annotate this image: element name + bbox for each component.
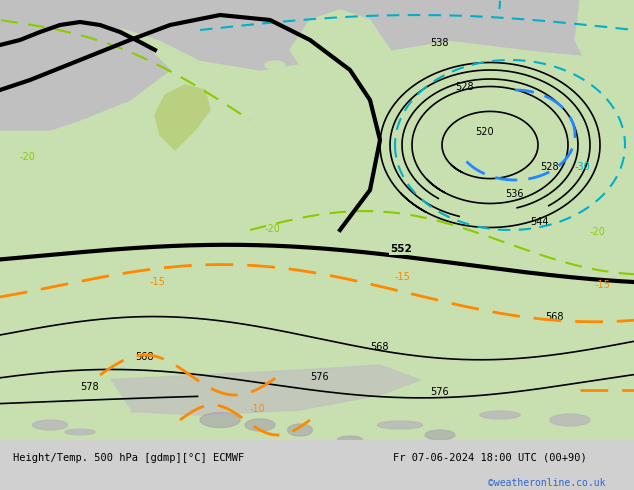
Ellipse shape bbox=[32, 420, 67, 430]
Text: 576: 576 bbox=[430, 387, 449, 397]
Text: -30: -30 bbox=[575, 162, 591, 172]
Ellipse shape bbox=[287, 424, 313, 436]
Ellipse shape bbox=[337, 436, 363, 444]
Text: Fr 07-06-2024 18:00 UTC (00+90): Fr 07-06-2024 18:00 UTC (00+90) bbox=[393, 452, 587, 463]
Ellipse shape bbox=[200, 413, 240, 427]
Text: 568: 568 bbox=[135, 352, 153, 362]
Text: 568: 568 bbox=[370, 342, 389, 352]
Ellipse shape bbox=[332, 26, 347, 33]
Ellipse shape bbox=[550, 414, 590, 426]
Text: 576: 576 bbox=[310, 372, 328, 382]
Ellipse shape bbox=[480, 411, 520, 419]
Polygon shape bbox=[0, 360, 130, 440]
Text: -20: -20 bbox=[590, 227, 606, 237]
Polygon shape bbox=[0, 0, 170, 130]
Text: 536: 536 bbox=[505, 189, 524, 199]
Text: 552: 552 bbox=[390, 244, 411, 254]
Text: -15: -15 bbox=[150, 277, 166, 287]
Text: -15: -15 bbox=[395, 272, 411, 282]
Text: ©weatheronline.co.uk: ©weatheronline.co.uk bbox=[488, 477, 605, 488]
Text: 528: 528 bbox=[455, 82, 474, 92]
Ellipse shape bbox=[425, 430, 455, 440]
Polygon shape bbox=[0, 0, 634, 70]
Text: -20: -20 bbox=[265, 224, 281, 234]
Text: -20: -20 bbox=[20, 152, 36, 162]
Text: -15: -15 bbox=[595, 280, 611, 290]
Ellipse shape bbox=[245, 419, 275, 431]
Polygon shape bbox=[0, 0, 634, 440]
Polygon shape bbox=[290, 10, 390, 80]
Text: 578: 578 bbox=[80, 382, 99, 392]
Polygon shape bbox=[100, 365, 420, 415]
Ellipse shape bbox=[297, 45, 323, 55]
Text: 544: 544 bbox=[530, 217, 548, 227]
Ellipse shape bbox=[377, 421, 422, 429]
Text: 538: 538 bbox=[430, 38, 448, 48]
Polygon shape bbox=[575, 0, 634, 70]
Text: 528: 528 bbox=[540, 162, 559, 172]
Text: Height/Temp. 500 hPa [gdmp][°C] ECMWF: Height/Temp. 500 hPa [gdmp][°C] ECMWF bbox=[13, 452, 244, 463]
Text: 520: 520 bbox=[475, 127, 494, 137]
Text: 568: 568 bbox=[545, 312, 564, 322]
Polygon shape bbox=[155, 85, 210, 150]
Text: -10: -10 bbox=[250, 404, 266, 414]
Ellipse shape bbox=[65, 429, 95, 435]
Ellipse shape bbox=[265, 61, 285, 69]
Text: 552: 552 bbox=[390, 247, 409, 257]
